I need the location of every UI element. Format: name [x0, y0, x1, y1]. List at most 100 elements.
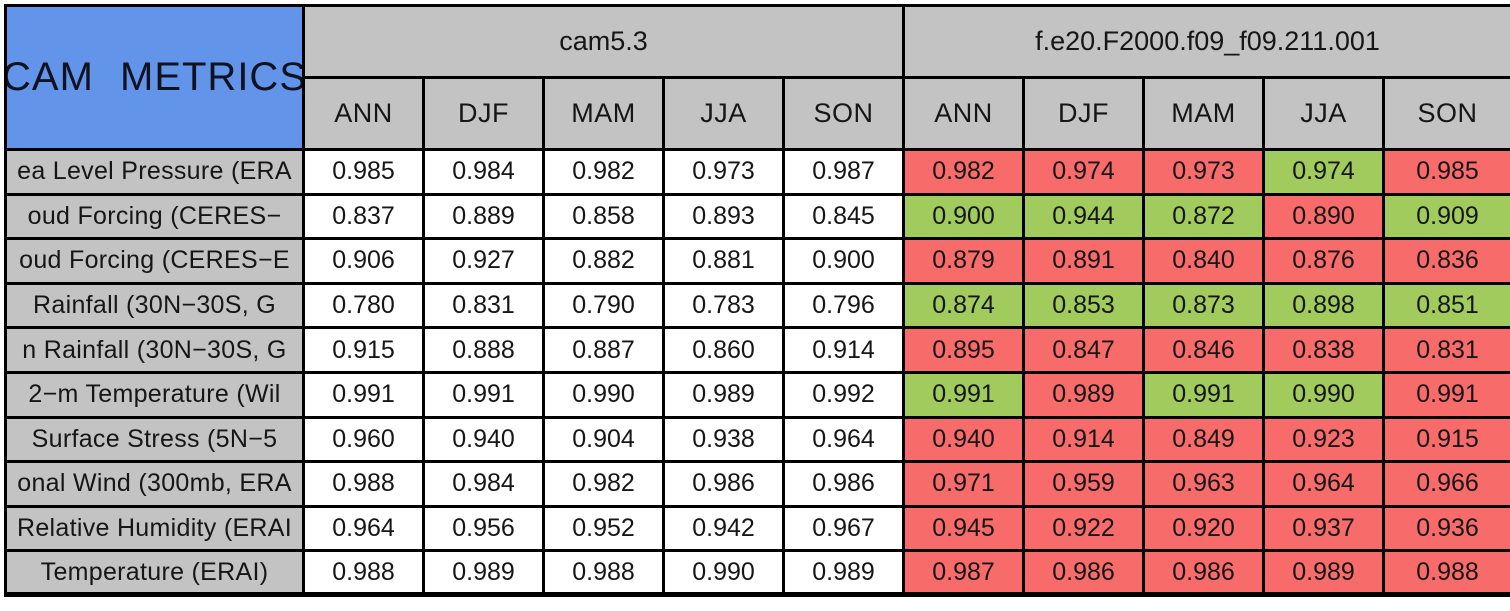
metric-value-cam53: 0.986 — [665, 463, 785, 508]
metric-value-case: 0.982 — [905, 151, 1025, 196]
metric-value-case: 0.846 — [1145, 329, 1265, 374]
metric-value-cam53: 0.964 — [785, 418, 905, 464]
metric-value-case: 0.988 — [1385, 552, 1510, 597]
row-label: ea Level Pressure (ERA — [7, 151, 305, 196]
metric-value-cam53: 0.860 — [665, 329, 785, 374]
season-header: ANN — [305, 79, 425, 151]
metric-value-cam53: 0.984 — [425, 463, 545, 508]
metric-value-case: 0.914 — [1025, 418, 1145, 464]
metric-value-cam53: 0.989 — [425, 552, 545, 597]
metric-value-cam53: 0.985 — [305, 151, 425, 196]
metric-value-cam53: 0.887 — [545, 329, 665, 374]
metric-value-case: 0.986 — [1145, 552, 1265, 597]
metric-value-cam53: 0.858 — [545, 195, 665, 241]
metric-value-case: 0.840 — [1145, 240, 1265, 285]
row-label: oud Forcing (CERES−E — [7, 240, 305, 285]
metric-value-case: 0.915 — [1385, 418, 1510, 464]
metric-value-cam53: 0.960 — [305, 418, 425, 464]
metric-value-case: 0.895 — [905, 329, 1025, 374]
metric-value-case: 0.872 — [1145, 195, 1265, 241]
metric-value-cam53: 0.893 — [665, 195, 785, 241]
row-label: oud Forcing (CERES− — [7, 195, 305, 241]
metric-value-case: 0.900 — [905, 195, 1025, 241]
metric-value-case: 0.890 — [1265, 195, 1385, 241]
metric-value-cam53: 0.888 — [425, 329, 545, 374]
metric-value-case: 0.838 — [1265, 329, 1385, 374]
metric-value-cam53: 0.790 — [545, 284, 665, 330]
metric-value-case: 0.989 — [1265, 552, 1385, 597]
season-header: MAM — [545, 79, 665, 151]
metric-value-case: 0.940 — [905, 418, 1025, 464]
metric-value-cam53: 0.989 — [665, 373, 785, 419]
metric-value-cam53: 0.992 — [785, 373, 905, 419]
metric-value-case: 0.985 — [1385, 151, 1510, 196]
metric-value-cam53: 0.988 — [545, 552, 665, 597]
metric-value-case: 0.936 — [1385, 507, 1510, 553]
metric-value-case: 0.959 — [1025, 463, 1145, 508]
metric-value-cam53: 0.831 — [425, 284, 545, 330]
metric-value-cam53: 0.986 — [785, 463, 905, 508]
metric-value-case: 0.963 — [1145, 463, 1265, 508]
metric-value-case: 0.909 — [1385, 195, 1510, 241]
metric-value-case: 0.879 — [905, 240, 1025, 285]
metric-value-case: 0.945 — [905, 507, 1025, 553]
metric-value-case: 0.853 — [1025, 284, 1145, 330]
season-header: SON — [785, 79, 905, 151]
metric-value-cam53: 0.982 — [545, 151, 665, 196]
metric-value-cam53: 0.991 — [305, 373, 425, 419]
metric-value-cam53: 0.938 — [665, 418, 785, 464]
metric-value-cam53: 0.982 — [545, 463, 665, 508]
metric-value-case: 0.991 — [1145, 373, 1265, 419]
metric-value-cam53: 0.889 — [425, 195, 545, 241]
row-label: Relative Humidity (ERAI — [7, 507, 305, 553]
metric-value-cam53: 0.956 — [425, 507, 545, 553]
metric-value-case: 0.966 — [1385, 463, 1510, 508]
metric-value-cam53: 0.990 — [545, 373, 665, 419]
metric-value-case: 0.944 — [1025, 195, 1145, 241]
season-header: JJA — [1265, 79, 1385, 151]
metric-value-cam53: 0.780 — [305, 284, 425, 330]
metric-value-case: 0.874 — [905, 284, 1025, 330]
metric-value-cam53: 0.837 — [305, 195, 425, 241]
metric-value-cam53: 0.882 — [545, 240, 665, 285]
metric-value-case: 0.849 — [1145, 418, 1265, 464]
metric-value-cam53: 0.990 — [665, 552, 785, 597]
metric-value-case: 0.923 — [1265, 418, 1385, 464]
season-header: DJF — [1025, 79, 1145, 151]
metric-value-case: 0.964 — [1265, 463, 1385, 508]
metric-value-case: 0.991 — [905, 373, 1025, 419]
metric-value-cam53: 0.906 — [305, 240, 425, 285]
metric-value-cam53: 0.988 — [305, 463, 425, 508]
group-header-case: f.e20.F2000.f09_f09.211.001 — [905, 7, 1510, 79]
metric-value-case: 0.891 — [1025, 240, 1145, 285]
metric-value-case: 0.920 — [1145, 507, 1265, 553]
season-header: MAM — [1145, 79, 1265, 151]
metric-value-case: 0.873 — [1145, 284, 1265, 330]
metric-value-case: 0.922 — [1025, 507, 1145, 553]
season-header: JJA — [665, 79, 785, 151]
metric-value-case: 0.851 — [1385, 284, 1510, 330]
metric-value-cam53: 0.952 — [545, 507, 665, 553]
metric-value-cam53: 0.904 — [545, 418, 665, 464]
row-label: Temperature (ERAI) — [7, 552, 305, 597]
metric-value-cam53: 0.973 — [665, 151, 785, 196]
metric-value-cam53: 0.940 — [425, 418, 545, 464]
row-label: Surface Stress (5N−5 — [7, 418, 305, 464]
metric-value-cam53: 0.989 — [785, 552, 905, 597]
metric-value-cam53: 0.900 — [785, 240, 905, 285]
metric-value-cam53: 0.964 — [305, 507, 425, 553]
metric-value-case: 0.937 — [1265, 507, 1385, 553]
season-header: ANN — [905, 79, 1025, 151]
metric-value-cam53: 0.914 — [785, 329, 905, 374]
metric-value-case: 0.991 — [1385, 373, 1510, 419]
metric-value-cam53: 0.988 — [305, 552, 425, 597]
table-title: CAM METRICS — [7, 7, 305, 151]
season-header: DJF — [425, 79, 545, 151]
metric-value-cam53: 0.991 — [425, 373, 545, 419]
season-header: SON — [1385, 79, 1510, 151]
metric-value-case: 0.847 — [1025, 329, 1145, 374]
metric-value-case: 0.836 — [1385, 240, 1510, 285]
metric-value-cam53: 0.967 — [785, 507, 905, 553]
row-label: onal Wind (300mb, ERA — [7, 463, 305, 508]
